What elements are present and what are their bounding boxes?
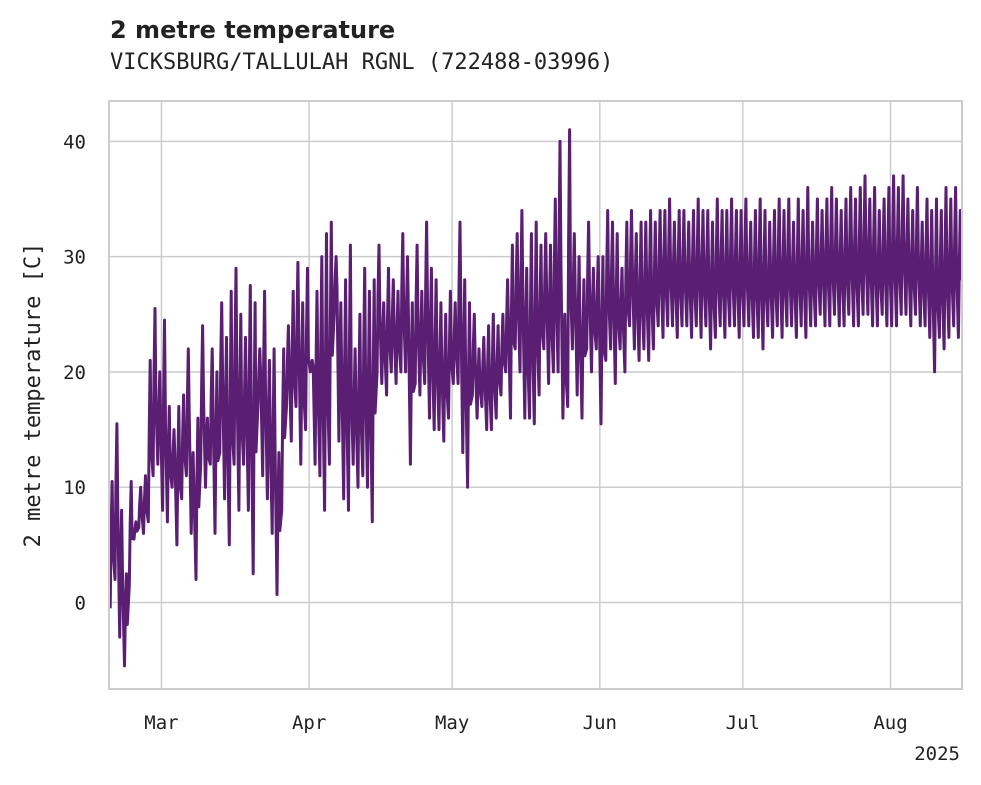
- y-tick-label: 10: [63, 477, 86, 499]
- y-tick-label: 40: [63, 131, 86, 153]
- chart-title: 2 metre temperature: [110, 16, 396, 44]
- x-tick-label: Jul: [726, 712, 760, 734]
- x-tick-label: Aug: [873, 712, 907, 734]
- temperature-series-line: [108, 128, 963, 668]
- y-tick-label: 0: [75, 593, 86, 615]
- series-group: [108, 128, 963, 668]
- y-axis-label: 2 metre temperature [C]: [21, 243, 46, 548]
- x-tick-label: May: [435, 712, 469, 734]
- x-tick-label: Jun: [583, 712, 617, 734]
- y-tick-label: 30: [63, 247, 86, 269]
- x-tick-label: Apr: [292, 712, 326, 734]
- plot-frame: [108, 100, 963, 690]
- chart-subtitle: VICKSBURG/TALLULAH RGNL (722488-03996): [110, 50, 614, 75]
- y-tick-labels: 0 10 20 30 40: [63, 131, 86, 614]
- x-tick-label: Mar: [144, 712, 178, 734]
- year-label: 2025: [914, 743, 960, 765]
- y-tick-label: 20: [63, 362, 86, 384]
- x-tick-labels: Mar Apr May Jun Jul Aug: [144, 712, 907, 734]
